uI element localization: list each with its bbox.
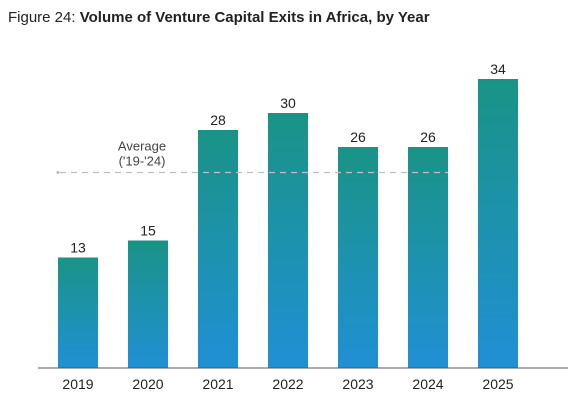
bar-2022	[268, 113, 308, 368]
bar-2024	[408, 147, 448, 368]
average-line-start-cap	[56, 170, 60, 175]
figure-number: Figure 24:	[8, 9, 76, 26]
bar-2020	[128, 240, 168, 368]
average-period-label: ('19-'24)	[119, 154, 166, 169]
data-label-2024: 26	[420, 129, 436, 145]
bar-2021	[198, 130, 238, 368]
data-label-2025: 34	[490, 61, 506, 77]
x-tick-label-2022: 2022	[272, 376, 303, 392]
x-tick-label-2019: 2019	[62, 376, 93, 392]
x-tick-label-2023: 2023	[342, 376, 373, 392]
x-tick-label-2024: 2024	[412, 376, 443, 392]
x-tick-label-2021: 2021	[202, 376, 233, 392]
average-label: Average	[118, 139, 166, 154]
x-tick-label-2020: 2020	[132, 376, 163, 392]
x-tick-label-2025: 2025	[482, 376, 513, 392]
chart-title-text: Volume of Venture Capital Exits in Afric…	[79, 9, 430, 26]
data-label-2021: 28	[210, 112, 226, 128]
data-label-2020: 15	[140, 223, 156, 239]
data-label-2019: 13	[70, 240, 86, 256]
chart-title: Figure 24: Volume of Venture Capital Exi…	[8, 9, 430, 26]
data-label-2022: 30	[280, 95, 296, 111]
bar-2019	[58, 257, 98, 368]
data-label-2023: 26	[350, 129, 366, 145]
bar-2025	[478, 79, 518, 368]
bar-2023	[338, 147, 378, 368]
